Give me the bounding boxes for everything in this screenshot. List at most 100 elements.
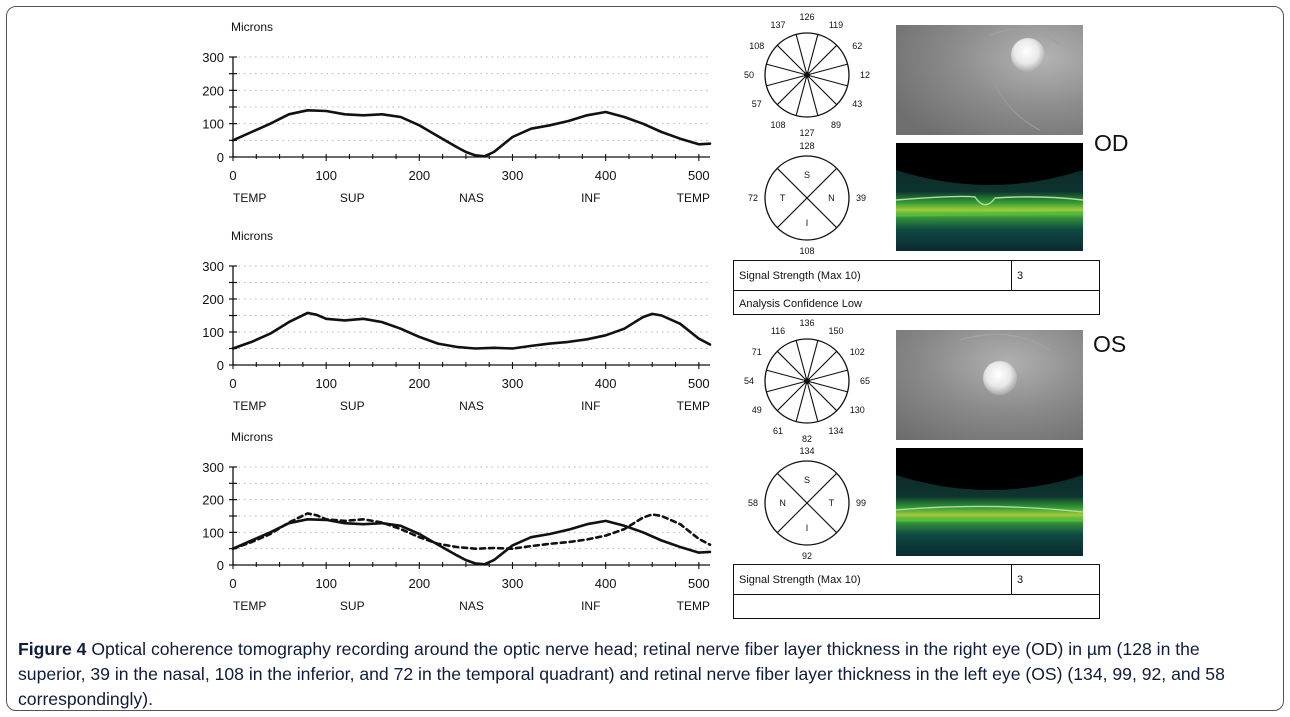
clock-spoke xyxy=(806,380,819,422)
clock-value: 150 xyxy=(828,326,843,336)
x-region-label: NAS xyxy=(459,599,484,613)
x-region-label: TEMP xyxy=(233,599,266,613)
os-fundus-image xyxy=(896,330,1083,440)
clock-center xyxy=(804,378,810,384)
series-line-1 xyxy=(231,518,712,566)
clock-spoke xyxy=(766,369,808,382)
x-tick-label: 100 xyxy=(315,576,337,591)
clock-value: 127 xyxy=(799,128,814,138)
x-region-label: TEMP xyxy=(677,599,710,613)
x-region-label: SUP xyxy=(340,399,365,413)
y-tick-label: 0 xyxy=(217,358,224,373)
od-fundus-image xyxy=(896,25,1083,135)
od-confidence-row: Analysis Confidence Low xyxy=(734,291,1099,316)
x-tick-label: 200 xyxy=(408,376,430,391)
clock-spoke xyxy=(776,74,808,106)
clock-value: 102 xyxy=(850,347,865,357)
os-oct-scan xyxy=(895,448,1084,556)
series-line-1 xyxy=(231,311,712,350)
rnfl-chart-3: Microns 0 100 200 300 0 100 200 300 400 500 TEMP SUP… xyxy=(202,430,712,613)
y-tick-label: 200 xyxy=(202,83,224,98)
clock-spoke xyxy=(766,63,808,76)
x-region-label: INF xyxy=(581,399,600,413)
od-clock-diagram: 126 119 62 12 43 89 127 108 57 50 108 137 xyxy=(744,12,870,138)
x-tick-label: 400 xyxy=(595,376,617,391)
clock-spoke xyxy=(766,380,808,393)
y-tick-label: 300 xyxy=(202,50,224,65)
quadrant-value-top: 134 xyxy=(799,446,814,456)
caption-label: Figure 4 xyxy=(18,639,87,659)
clock-value: 126 xyxy=(799,12,814,22)
os-signal-row: Signal Strength (Max 10) 3 xyxy=(734,565,1099,595)
y-tick-label: 100 xyxy=(202,525,224,540)
quadrant-value-left: 72 xyxy=(748,193,758,203)
quadrant-letter-left: N xyxy=(779,498,786,508)
x-tick-label: 300 xyxy=(502,376,524,391)
clock-spoke xyxy=(795,380,808,422)
clock-spoke xyxy=(766,74,808,87)
quadrant-letter-left: T xyxy=(780,193,786,203)
x-region-label: TEMP xyxy=(677,191,710,205)
quadrant-letter-inferior: I xyxy=(806,218,809,228)
quadrant-value-right: 99 xyxy=(856,498,866,508)
x-tick-label: 300 xyxy=(502,576,524,591)
clock-value: 136 xyxy=(799,318,814,328)
quadrant-letter-superior: S xyxy=(804,475,810,485)
od-signal-row: Signal Strength (Max 10) 3 xyxy=(734,261,1099,291)
x-tick-label: 400 xyxy=(595,576,617,591)
x-tick-label: 200 xyxy=(408,168,430,183)
clock-value: 49 xyxy=(752,405,762,415)
rnfl-chart-2: Microns 0 100 200 300 0 100 200 300 400 500 TEMP SUP… xyxy=(202,229,712,413)
y-tick-label: 0 xyxy=(217,558,224,573)
clock-value: 108 xyxy=(770,120,785,130)
x-region-label: INF xyxy=(581,599,600,613)
figure-caption: Figure 4 Optical coherence tomography re… xyxy=(18,637,1268,712)
clock-value: 119 xyxy=(829,20,843,30)
quadrant-value-bottom: 108 xyxy=(799,246,814,256)
od-oct-scan xyxy=(895,143,1084,251)
clock-spoke xyxy=(776,380,808,412)
quadrant-value-top: 128 xyxy=(799,141,814,151)
clock-value: 61 xyxy=(773,426,783,436)
x-tick-label: 400 xyxy=(595,168,617,183)
series-line-1 xyxy=(231,109,712,158)
y-tick-label: 200 xyxy=(202,493,224,508)
od-eye-label: OD xyxy=(1094,130,1129,156)
od-confidence-text: Analysis Confidence Low xyxy=(739,297,862,310)
clock-spoke xyxy=(806,34,819,76)
od-panel: 126 119 62 12 43 89 127 108 57 50 108 137 S I T N 128 10… xyxy=(744,12,1084,256)
x-region-label: NAS xyxy=(459,399,484,413)
y-tick-label: 100 xyxy=(202,117,224,132)
x-tick-label: 0 xyxy=(229,376,236,391)
x-region-label: INF xyxy=(581,191,600,205)
clock-value: 108 xyxy=(749,41,764,51)
y-tick-label: 300 xyxy=(202,460,224,475)
clock-spoke xyxy=(776,350,808,382)
quadrant-letter-inferior: I xyxy=(806,523,809,533)
x-region-label: NAS xyxy=(459,191,484,205)
x-region-label: SUP xyxy=(340,599,365,613)
od-quadrant-diagram: S I T N 128 108 72 39 xyxy=(748,141,866,256)
clock-spoke xyxy=(806,74,848,87)
clock-value: 50 xyxy=(744,70,754,80)
x-tick-label: 200 xyxy=(408,576,430,591)
x-tick-label: 300 xyxy=(502,168,524,183)
x-region-label: TEMP xyxy=(677,399,710,413)
os-quadrant-diagram: S I N T 134 92 58 99 xyxy=(748,446,866,561)
clock-center xyxy=(804,72,810,78)
quadrant-divider xyxy=(776,472,838,534)
clock-value: 71 xyxy=(752,347,762,357)
quadrant-value-bottom: 92 xyxy=(802,551,812,561)
clock-spoke xyxy=(806,63,848,76)
clock-spoke xyxy=(776,44,808,76)
clock-value: 43 xyxy=(852,99,862,109)
quadrant-letter-right: N xyxy=(828,193,835,203)
clock-value: 65 xyxy=(860,376,870,386)
clock-value: 62 xyxy=(852,41,862,51)
clock-spoke xyxy=(806,350,838,382)
clock-spoke xyxy=(795,34,808,76)
os-signal-label: Signal Strength (Max 10) xyxy=(734,565,1012,594)
x-tick-label: 500 xyxy=(688,376,710,391)
x-region-label: SUP xyxy=(340,191,365,205)
quadrant-letter-superior: S xyxy=(804,170,810,180)
